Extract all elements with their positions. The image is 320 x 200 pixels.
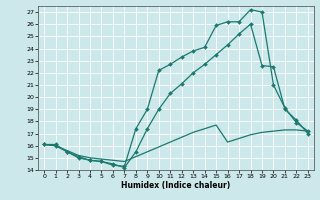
X-axis label: Humidex (Indice chaleur): Humidex (Indice chaleur): [121, 181, 231, 190]
